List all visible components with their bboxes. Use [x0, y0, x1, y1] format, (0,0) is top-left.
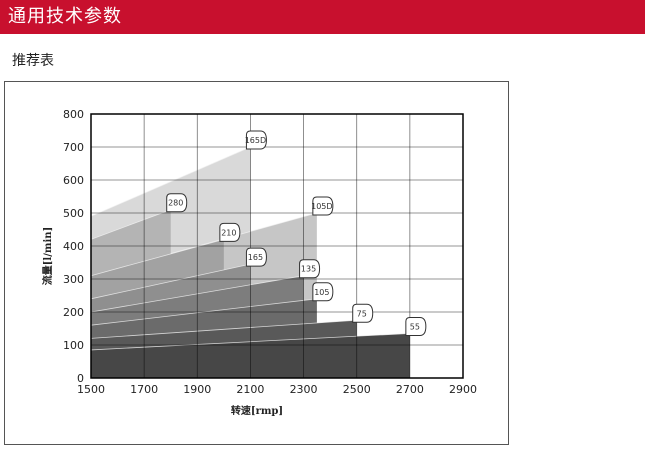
model-callout-210: 210	[219, 222, 241, 242]
header-bar: 通用技术参数	[0, 0, 645, 34]
x-tick-label-2900: 2900	[449, 383, 477, 396]
x-tick-label-2500: 2500	[343, 383, 371, 396]
model-callout-55: 55	[405, 316, 427, 336]
model-label-280: 280	[168, 199, 183, 208]
x-tick-label-1900: 1900	[183, 383, 211, 396]
model-callout-105d: 105D	[311, 196, 334, 216]
x-tick-label-2700: 2700	[396, 383, 424, 396]
y-axis-title: 流量[l/min]	[41, 227, 54, 286]
model-label-135: 135	[301, 265, 316, 274]
y-tick-label-800: 800	[63, 108, 84, 121]
y-tick-label-500: 500	[63, 207, 84, 220]
model-label-210: 210	[221, 228, 236, 237]
y-tick-label-700: 700	[63, 141, 84, 154]
x-tick-label-2300: 2300	[290, 383, 318, 396]
x-tick-label-1700: 1700	[130, 383, 158, 396]
x-axis-title: 转速[rmp]	[231, 404, 283, 417]
model-callout-75: 75	[352, 303, 374, 323]
model-label-55: 55	[410, 322, 420, 331]
plot-border	[90, 113, 464, 379]
chart-frame: 1500 1700 1900 2100 2300 2500 2700 2900 0 100 200 3…	[4, 81, 509, 445]
area-edge-280	[90, 209, 171, 240]
x-tick-label-2100: 2100	[236, 383, 264, 396]
y-tick-label-400: 400	[63, 240, 84, 253]
area-edge-75	[90, 319, 357, 339]
area-edge-210	[90, 239, 224, 277]
model-label-165d: 165D	[245, 136, 266, 145]
y-tick-label-300: 300	[63, 273, 84, 286]
model-callout-165d: 165D	[245, 130, 267, 150]
model-label-75: 75	[357, 309, 367, 318]
y-tick-label-0: 0	[77, 372, 84, 385]
section-subtitle: 推荐表	[12, 53, 54, 69]
model-label-165: 165	[248, 253, 263, 262]
model-callout-105: 105	[312, 282, 334, 302]
model-label-105: 105	[314, 288, 329, 297]
area-edge-165	[90, 263, 251, 300]
y-tick-label-200: 200	[63, 306, 84, 319]
area-edge-165d	[90, 146, 251, 217]
y-tick-label-100: 100	[63, 339, 84, 352]
x-tick-label-1500: 1500	[77, 383, 105, 396]
page-title: 通用技术参数	[8, 6, 122, 27]
model-callout-280: 280	[166, 193, 188, 213]
model-label-105d: 105D	[311, 202, 332, 211]
flow-speed-chart: 1500 1700 1900 2100 2300 2500 2700 2900 0 100 200 3…	[41, 108, 477, 417]
y-tick-label-600: 600	[63, 174, 84, 187]
model-callout-135: 135	[299, 259, 321, 279]
model-callout-165: 165	[245, 247, 267, 267]
